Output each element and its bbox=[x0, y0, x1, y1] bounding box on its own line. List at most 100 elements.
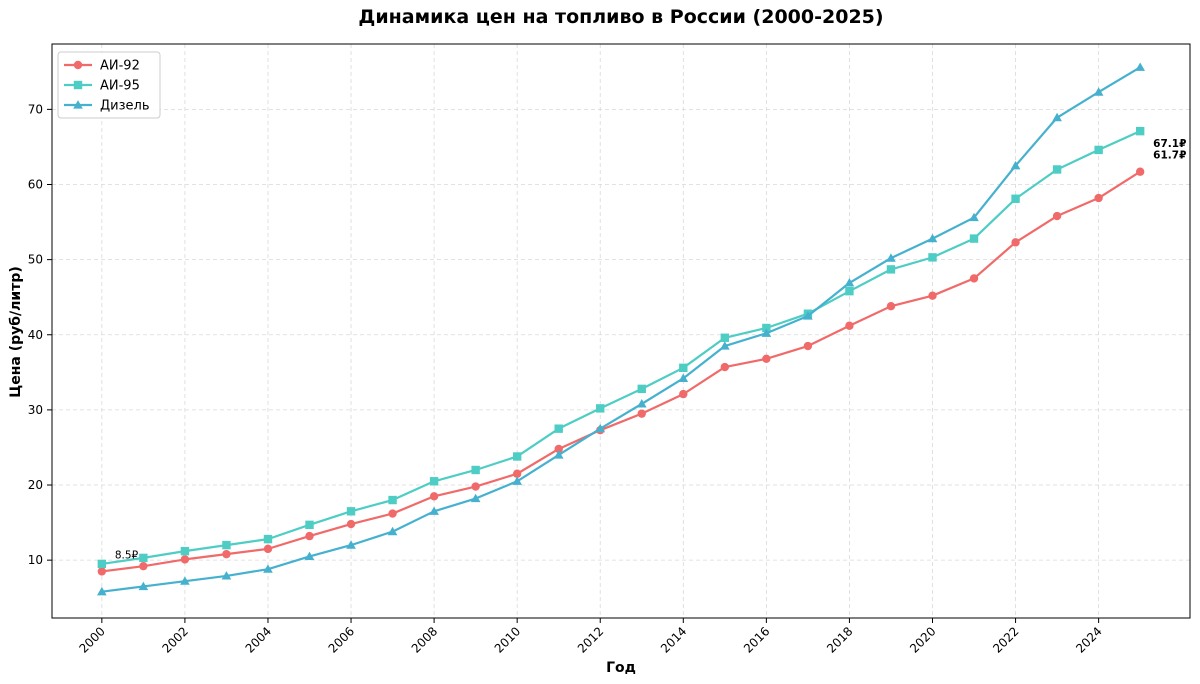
series-line bbox=[101, 170, 1141, 573]
data-point bbox=[844, 278, 855, 287]
data-point bbox=[553, 450, 564, 459]
series-аи-95 bbox=[97, 126, 1145, 569]
data-point bbox=[1011, 238, 1020, 247]
y-tick-label: 40 bbox=[28, 328, 43, 342]
y-tick-label: 70 bbox=[28, 102, 43, 116]
legend-marker bbox=[73, 100, 83, 109]
data-label: 67.1₽ bbox=[1153, 138, 1186, 150]
data-point bbox=[305, 531, 314, 541]
data-point bbox=[636, 399, 647, 408]
data-point bbox=[928, 291, 937, 300]
data-point bbox=[1011, 194, 1020, 203]
data-point bbox=[222, 549, 231, 559]
data-point bbox=[180, 555, 190, 564]
data-point bbox=[305, 520, 314, 530]
series-line bbox=[101, 66, 1141, 593]
data-point bbox=[637, 384, 646, 394]
data-point bbox=[886, 253, 896, 262]
x-tick-label: 2022 bbox=[990, 624, 1021, 655]
data-point bbox=[595, 423, 606, 433]
x-tick-label: 2018 bbox=[824, 624, 855, 655]
data-point bbox=[429, 477, 439, 486]
x-tick-label: 2024 bbox=[1073, 624, 1104, 655]
x-tick-label: 2002 bbox=[160, 624, 191, 655]
y-tick-label: 10 bbox=[28, 553, 43, 567]
data-point bbox=[139, 561, 148, 571]
axis-ticks: 2000 2002 2004 2006 2008 2010 2012 2014 2016 2018… bbox=[28, 102, 1105, 655]
data-point bbox=[471, 465, 480, 475]
data-point bbox=[678, 373, 689, 382]
data-point bbox=[679, 389, 688, 399]
data-point bbox=[1093, 87, 1104, 96]
data-point bbox=[139, 553, 148, 563]
data-point bbox=[969, 212, 979, 222]
data-point bbox=[512, 476, 522, 485]
data-point bbox=[471, 482, 480, 491]
data-point bbox=[470, 493, 481, 503]
data-point bbox=[388, 509, 397, 518]
data-point bbox=[429, 492, 439, 501]
chart-title: Динамика цен на топливо в России (2000-2… bbox=[358, 6, 883, 28]
legend-label: АИ-92 bbox=[100, 59, 140, 74]
data-point bbox=[304, 551, 315, 561]
data-point bbox=[845, 286, 854, 296]
data-point bbox=[969, 274, 979, 283]
data-point bbox=[180, 546, 190, 556]
data-point bbox=[346, 540, 356, 549]
data-point bbox=[387, 526, 398, 536]
data-point bbox=[637, 409, 646, 418]
data-point bbox=[762, 323, 771, 333]
legend-item: АИ-95 bbox=[64, 79, 140, 94]
x-tick-label: 2004 bbox=[243, 624, 274, 655]
x-tick-label: 2010 bbox=[492, 624, 523, 655]
data-point bbox=[1052, 211, 1062, 221]
legend-marker bbox=[73, 80, 83, 90]
legend-item: АИ-92 bbox=[64, 59, 140, 74]
y-axis-label: Цена (руб/литр) bbox=[8, 266, 24, 398]
data-point bbox=[886, 265, 896, 274]
x-tick-label: 2008 bbox=[409, 624, 440, 655]
data-point bbox=[512, 452, 522, 461]
data-point bbox=[1135, 126, 1145, 136]
y-tick-label: 30 bbox=[28, 403, 43, 417]
data-point bbox=[512, 469, 522, 478]
x-tick-label: 2012 bbox=[575, 624, 606, 655]
data-point bbox=[222, 540, 231, 550]
data-point bbox=[346, 519, 356, 529]
series-line bbox=[101, 130, 1141, 565]
data-point bbox=[720, 362, 730, 372]
y-tick-label: 20 bbox=[28, 478, 43, 492]
x-axis-label: Год bbox=[606, 660, 636, 676]
legend: АИ-92 АИ-95 Дизель bbox=[57, 51, 161, 119]
data-point bbox=[596, 404, 605, 413]
data-point bbox=[1052, 165, 1062, 174]
data-point bbox=[720, 341, 730, 350]
data-point bbox=[263, 564, 273, 573]
data-point bbox=[886, 302, 896, 311]
data-point bbox=[969, 234, 979, 243]
data-point bbox=[554, 424, 563, 433]
data-point bbox=[927, 233, 938, 243]
legend-box bbox=[57, 51, 161, 119]
data-point bbox=[720, 333, 730, 342]
data-point bbox=[679, 363, 688, 373]
x-tick-label: 2000 bbox=[76, 624, 107, 655]
data-point bbox=[1094, 145, 1103, 155]
x-tick-label: 2020 bbox=[907, 624, 938, 655]
data-point bbox=[221, 571, 232, 580]
data-point bbox=[138, 581, 149, 591]
data-point bbox=[388, 495, 397, 505]
data-point bbox=[180, 576, 190, 585]
legend-label: АИ-95 bbox=[100, 79, 140, 94]
x-tick-label: 2014 bbox=[658, 624, 689, 655]
data-point bbox=[1052, 112, 1062, 122]
data-point bbox=[1135, 167, 1145, 176]
x-tick-label: 2016 bbox=[741, 624, 772, 655]
series-дизель bbox=[97, 62, 1145, 596]
data-point bbox=[263, 544, 273, 554]
legend-label: Дизель bbox=[100, 99, 150, 114]
data-point bbox=[762, 354, 771, 363]
data-point bbox=[1135, 62, 1145, 71]
series-lines bbox=[97, 62, 1145, 596]
